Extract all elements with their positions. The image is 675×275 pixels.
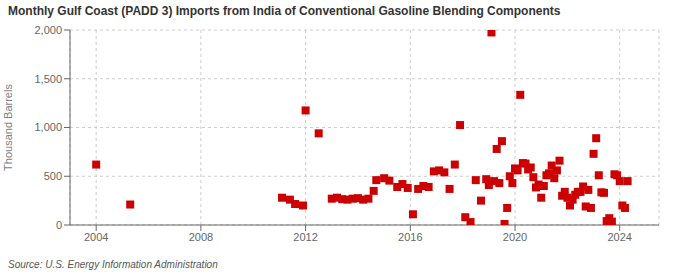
svg-text:Thousand Barrels: Thousand Barrels [8,84,14,171]
svg-text:2020: 2020 [503,231,527,243]
svg-text:0: 0 [56,219,62,231]
svg-text:1,000: 1,000 [34,121,62,133]
html-text:Source: U.S. Energy Informatio: Source: U.S. Energy Information Administ… [8,259,218,270]
svg-text:2024: 2024 [607,231,631,243]
svg-text:1,500: 1,500 [34,73,62,85]
html-text:Monthly Gulf Coast (PADD 3) Im: Monthly Gulf Coast (PADD 3) Imports from… [8,4,561,18]
svg-text:2,000: 2,000 [34,24,62,36]
svg-text:2008: 2008 [189,231,213,243]
svg-text:2012: 2012 [293,231,317,243]
svg-text:500: 500 [44,170,62,182]
svg-text:2004: 2004 [84,231,108,243]
svg-text:2016: 2016 [398,231,422,243]
